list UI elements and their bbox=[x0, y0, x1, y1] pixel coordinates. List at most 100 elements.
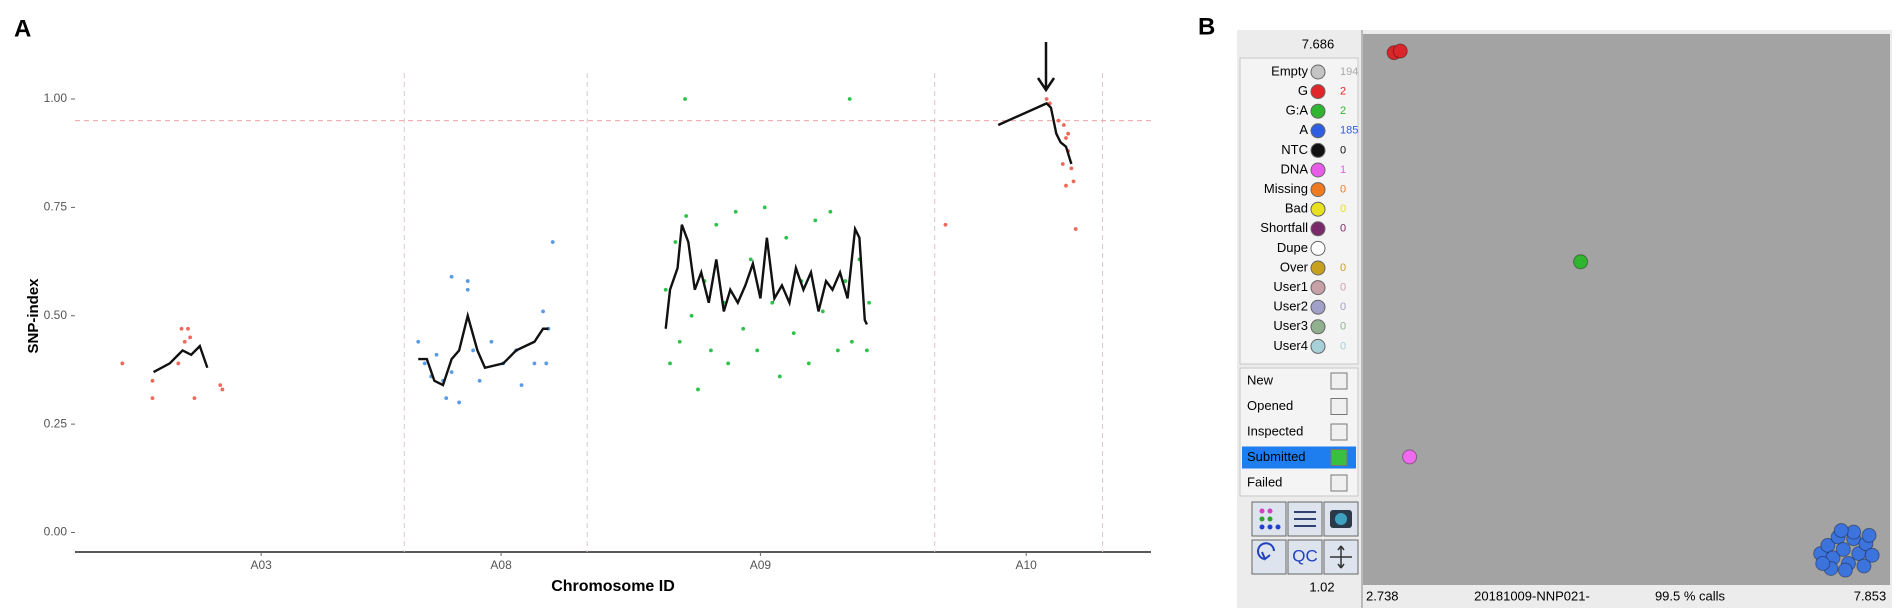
legend-count: 0 bbox=[1340, 184, 1346, 196]
legend-box bbox=[1239, 57, 1359, 365]
icon bbox=[1330, 545, 1352, 569]
plot-background bbox=[1363, 34, 1890, 585]
status-option[interactable]: Inspected bbox=[1247, 423, 1303, 438]
legend-swatch bbox=[1310, 162, 1326, 178]
point bbox=[1833, 522, 1849, 538]
point bbox=[220, 387, 225, 392]
legend-label: G:A bbox=[1286, 103, 1309, 118]
point bbox=[689, 313, 694, 318]
legend-swatch bbox=[1310, 103, 1326, 119]
arrow bbox=[1036, 42, 1056, 93]
point bbox=[449, 370, 454, 375]
point bbox=[465, 279, 470, 283]
point bbox=[762, 205, 767, 210]
status-option[interactable]: Opened bbox=[1247, 398, 1293, 413]
point bbox=[477, 378, 482, 383]
legend-swatch bbox=[1310, 319, 1326, 335]
status-icon bbox=[1330, 449, 1348, 466]
legend-swatch bbox=[1310, 84, 1326, 100]
y-tick-label: 0.75 bbox=[44, 200, 68, 214]
x-axis-label: Chromosome ID bbox=[551, 578, 675, 595]
point bbox=[416, 339, 421, 344]
legend-label: User3 bbox=[1273, 318, 1308, 333]
legend-label: User4 bbox=[1273, 338, 1308, 353]
point bbox=[1073, 227, 1078, 231]
point bbox=[684, 214, 689, 218]
x-max-label: 7.853 bbox=[1854, 588, 1887, 603]
point bbox=[741, 326, 746, 331]
legend-label: A bbox=[1299, 122, 1308, 137]
x-tick-label: A03 bbox=[250, 558, 272, 572]
point bbox=[1069, 166, 1074, 171]
point bbox=[726, 361, 731, 366]
legend-count: 0 bbox=[1340, 203, 1346, 215]
point bbox=[849, 339, 854, 344]
legend-count: 194 bbox=[1340, 66, 1358, 78]
point bbox=[550, 240, 555, 244]
window-line bbox=[997, 101, 1073, 165]
legend-count: 0 bbox=[1340, 282, 1346, 294]
point bbox=[1056, 118, 1061, 123]
point bbox=[150, 378, 155, 383]
point bbox=[182, 339, 187, 344]
genotype-viewer: 7.686 1.02 2.738 7.853 20181009-NNP021- 99.5 … bbox=[1237, 30, 1892, 608]
x-tick-label: A08 bbox=[490, 558, 512, 572]
point bbox=[1066, 131, 1071, 136]
y-tick-label: 0.00 bbox=[44, 525, 68, 539]
point bbox=[1044, 97, 1049, 101]
legend-swatch bbox=[1310, 142, 1326, 158]
legend-swatch bbox=[1310, 123, 1326, 139]
status-icon bbox=[1330, 423, 1348, 441]
y-tick-label: 0.50 bbox=[44, 308, 68, 322]
legend-swatch bbox=[1310, 338, 1326, 354]
point bbox=[120, 361, 125, 366]
point bbox=[1573, 254, 1589, 270]
snp-index-chart: Chromosome ID SNP-index 0.00 0.25 0.50 0.75… bbox=[25, 42, 1151, 595]
point bbox=[865, 348, 869, 353]
status-option[interactable]: Submitted bbox=[1247, 449, 1306, 464]
point bbox=[1861, 527, 1877, 543]
panel-label: A bbox=[14, 15, 31, 42]
legend-swatch bbox=[1310, 260, 1326, 276]
point bbox=[770, 300, 775, 305]
point bbox=[218, 383, 223, 388]
point bbox=[1856, 558, 1872, 574]
legend-label: G bbox=[1298, 83, 1308, 98]
point bbox=[1820, 537, 1836, 553]
point bbox=[843, 279, 848, 283]
legend-label: NTC bbox=[1281, 142, 1308, 157]
point bbox=[1837, 562, 1853, 578]
qc-button-label[interactable]: QC bbox=[1292, 546, 1318, 565]
point bbox=[465, 287, 470, 292]
legend-swatch bbox=[1310, 64, 1326, 80]
point bbox=[813, 218, 818, 223]
legend-label: Missing bbox=[1264, 181, 1308, 196]
legend-swatch bbox=[1310, 182, 1326, 198]
point bbox=[1835, 541, 1851, 557]
legend-label: Shortfall bbox=[1260, 220, 1308, 235]
toolbar bbox=[1251, 501, 1359, 575]
point bbox=[422, 361, 427, 366]
legend-count: 2 bbox=[1340, 105, 1346, 117]
y-tick-label: 0.25 bbox=[44, 416, 68, 430]
point bbox=[709, 348, 713, 353]
point bbox=[696, 387, 700, 392]
point bbox=[847, 97, 852, 101]
button[interactable] bbox=[1287, 539, 1323, 575]
y-max-label: 7.686 bbox=[1302, 36, 1335, 51]
status-option[interactable]: New bbox=[1247, 372, 1274, 387]
icon bbox=[1335, 513, 1347, 525]
point bbox=[867, 300, 871, 305]
x-tick-label: A10 bbox=[1016, 558, 1038, 572]
legend-swatch bbox=[1310, 240, 1326, 256]
legend-count: 0 bbox=[1340, 340, 1346, 352]
point bbox=[532, 361, 537, 366]
legend-count: 185 bbox=[1340, 125, 1358, 137]
point bbox=[471, 348, 476, 353]
status-option[interactable]: Failed bbox=[1247, 474, 1282, 489]
point bbox=[489, 339, 494, 344]
icon bbox=[1257, 542, 1275, 561]
icon bbox=[1259, 508, 1281, 530]
